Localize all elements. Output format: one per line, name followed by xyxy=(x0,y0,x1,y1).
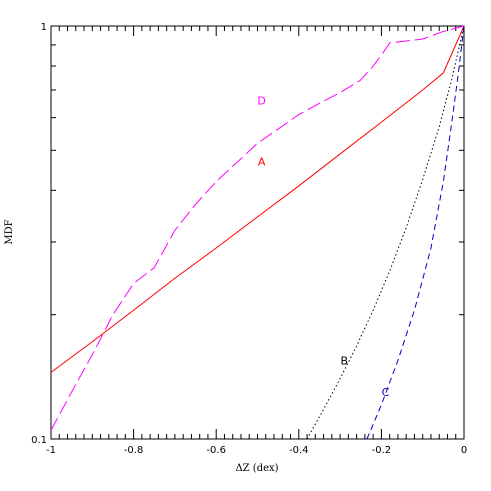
x-tick-label: -0.4 xyxy=(289,445,309,456)
y-axis-title: MDF xyxy=(4,219,15,244)
curves xyxy=(50,25,465,440)
y-tick-label: 1 xyxy=(41,22,47,33)
series-label-c: C xyxy=(382,386,390,399)
x-tick-label: 0 xyxy=(461,445,467,456)
x-tick-label: -1 xyxy=(46,445,56,456)
series-line-d xyxy=(50,25,465,431)
series-label-d: D xyxy=(257,95,265,108)
x-tick-labels: -1 -0.8 -0.6 -0.4 -0.2 0 xyxy=(46,445,467,456)
series-line-c xyxy=(366,25,465,440)
x-tick-label: -0.6 xyxy=(206,445,226,456)
y-tick-label: 0.1 xyxy=(31,435,47,446)
axis-ticks xyxy=(50,25,465,440)
plot-frame xyxy=(50,25,465,440)
x-tick-label: -0.2 xyxy=(372,445,392,456)
y-tick-labels: 0.11 xyxy=(31,22,47,446)
x-axis-title: ΔZ (dex) xyxy=(235,463,278,474)
series-label-b: B xyxy=(340,354,348,367)
series-line-a xyxy=(50,25,465,373)
series-line-b xyxy=(306,25,465,440)
x-tick-label: -0.8 xyxy=(124,445,144,456)
series-label-a: A xyxy=(258,155,266,168)
curve-labels: A B C D xyxy=(257,95,389,399)
